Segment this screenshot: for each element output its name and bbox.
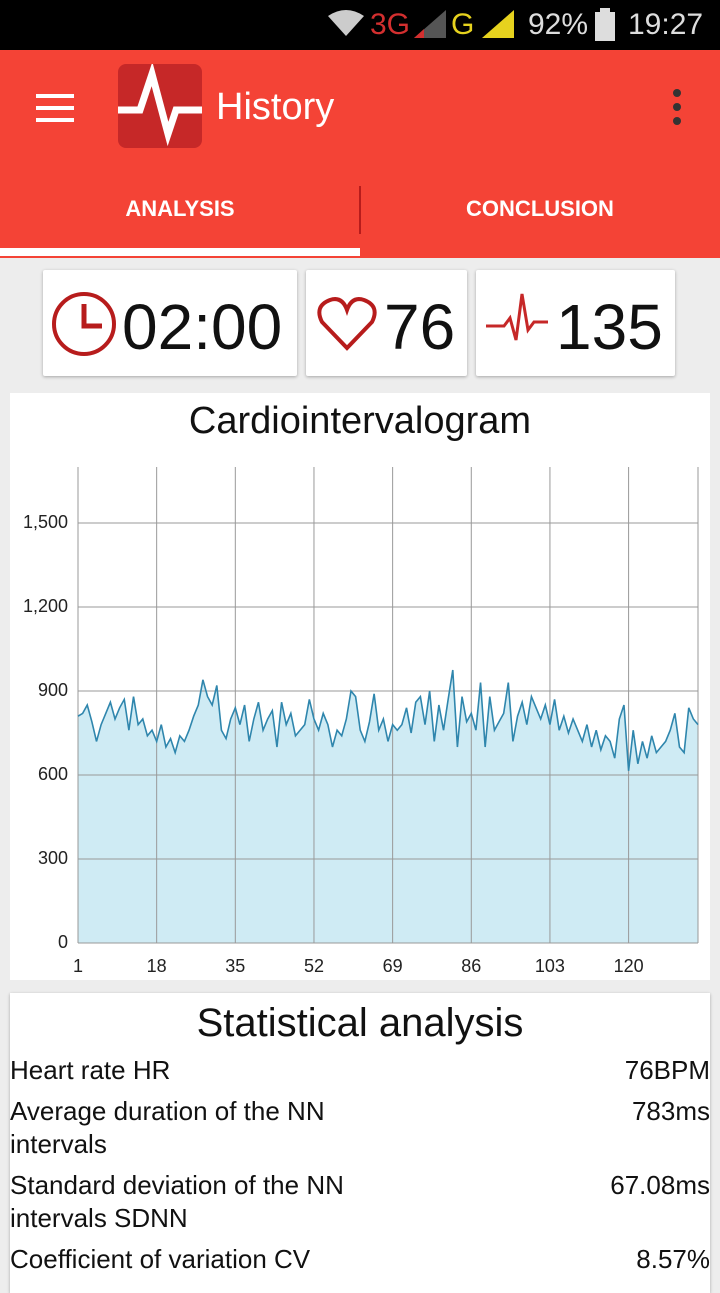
statistic-label: Average duration of the NN intervals	[10, 1096, 325, 1159]
statistics-card: Statistical analysis Heart rate HR 76BPM A…	[10, 993, 710, 1293]
x-tick-label: 69	[383, 956, 403, 976]
heart-rate-card	[306, 270, 467, 376]
x-tick-label: 103	[535, 956, 565, 976]
x-tick-label: 1	[73, 956, 83, 976]
statistic-value: 67.08ms	[610, 1170, 710, 1200]
statistic-row: Average duration of the NN intervals 783m…	[10, 1095, 710, 1161]
statistic-value: 8.57%	[636, 1244, 710, 1274]
duration-value: 02:00	[122, 291, 283, 363]
x-tick-label: 52	[304, 956, 324, 976]
app-logo	[118, 64, 202, 148]
statistic-label: Standard deviation of the NN intervals S…	[10, 1170, 344, 1233]
network-3g: 3G	[370, 8, 411, 41]
network-g: G	[451, 8, 475, 41]
y-tick-label: 300	[38, 848, 68, 868]
area-fill	[78, 670, 698, 943]
x-tick-label: 120	[614, 956, 644, 976]
beats-card	[476, 270, 675, 376]
app-bar	[0, 50, 720, 258]
statistic-row: Standard deviation of the NN intervals S…	[10, 1169, 710, 1235]
y-tick-label: 1,500	[23, 512, 68, 532]
signal-icon	[482, 10, 514, 38]
signal-icon	[414, 10, 446, 38]
wifi-icon	[328, 10, 364, 36]
statistic-row: Heart rate HR 76BPM	[10, 1054, 710, 1087]
x-tick-label: 86	[461, 956, 481, 976]
beats-value: 135	[556, 291, 663, 363]
y-tick-label: 1,200	[23, 596, 68, 616]
screen-title: History	[216, 86, 335, 128]
statistic-label: Heart rate HR	[10, 1055, 171, 1085]
statistics-list: Heart rate HR 76BPM Average duration of th…	[10, 1054, 710, 1276]
tab-indicator	[0, 248, 360, 256]
y-tick-label: 900	[38, 680, 68, 700]
heart-rate-value: 76	[384, 291, 456, 363]
statistic-row: Coefficient of variation CV 8.57%	[10, 1243, 710, 1276]
y-tick-label: 600	[38, 764, 68, 784]
y-tick-label: 0	[58, 932, 68, 952]
overflow-menu[interactable]	[670, 88, 684, 128]
chart: Cardiointervalogram 0 300 600 900 1,200 1,500…	[10, 393, 710, 980]
x-tick-label: 35	[225, 956, 245, 976]
heart-icon	[317, 297, 377, 351]
statistic-value: 783ms	[631, 1096, 710, 1126]
tab-analysis[interactable]: ANALYSIS	[125, 196, 235, 221]
tab-conclusion[interactable]: CONCLUSION	[466, 196, 614, 221]
statistics-title: Statistical analysis	[196, 1001, 524, 1045]
statistic-label: Coefficient of variation CV	[10, 1244, 311, 1274]
tab-divider	[359, 186, 361, 234]
clock-icon	[52, 292, 116, 356]
chart-title: Cardiointervalogram	[189, 400, 531, 442]
battery-level: 92%	[528, 8, 589, 41]
statistic-value: 76BPM	[624, 1055, 710, 1085]
menu-button[interactable]	[36, 94, 76, 124]
x-tick-label: 18	[147, 956, 167, 976]
clock: 19:27	[628, 8, 704, 41]
pulse-icon	[486, 293, 548, 341]
status-bar: 3G G 92% 19:27	[0, 0, 720, 50]
series-line	[77, 669, 699, 771]
battery-icon	[595, 8, 615, 41]
